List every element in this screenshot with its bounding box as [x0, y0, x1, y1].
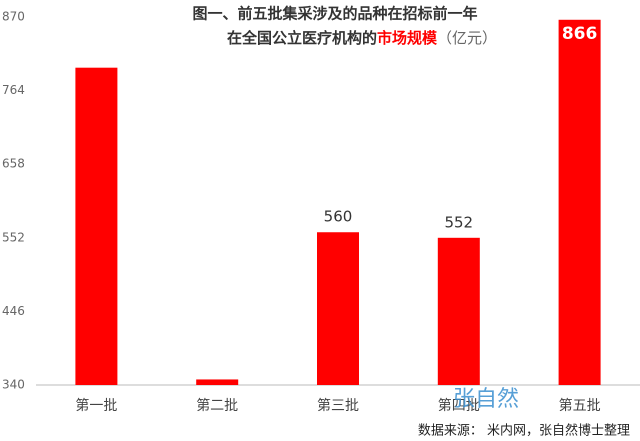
value-label: 560: [324, 208, 353, 226]
y-tick-label: 340: [2, 378, 25, 392]
x-tick-label: 第四批: [438, 397, 480, 414]
subtitle-part: 在全国公立医疗机构的: [227, 29, 377, 47]
y-tick-label: 446: [2, 304, 25, 318]
x-tick-label: 第五批: [559, 397, 601, 414]
subtitle-unit: （亿元）: [437, 29, 497, 47]
y-tick-label: 552: [2, 230, 25, 244]
y-tick-label: 764: [2, 83, 25, 97]
bar: [75, 67, 118, 385]
bar: [558, 19, 601, 386]
watermark: 张自然: [453, 387, 519, 412]
x-tick-label: 第一批: [75, 397, 117, 414]
source-note: 数据来源： 米内网，张自然博士整理: [418, 423, 630, 439]
chart-title: 图一、前五批集采涉及的品种在招标前一年: [192, 5, 477, 23]
value-label: 866: [562, 24, 598, 44]
y-tick-label: 870: [2, 10, 25, 24]
y-tick-label: 658: [2, 157, 25, 171]
chart-subtitle: 在全国公立医疗机构的市场规模（亿元）: [227, 29, 497, 47]
bar: [196, 379, 239, 385]
value-label: 552: [444, 213, 473, 231]
bar: [317, 232, 359, 385]
x-tick-label: 第三批: [317, 397, 359, 414]
subtitle-highlight: 市场规模: [377, 29, 438, 47]
bar: [437, 237, 480, 385]
x-tick-label: 第二批: [196, 397, 238, 414]
